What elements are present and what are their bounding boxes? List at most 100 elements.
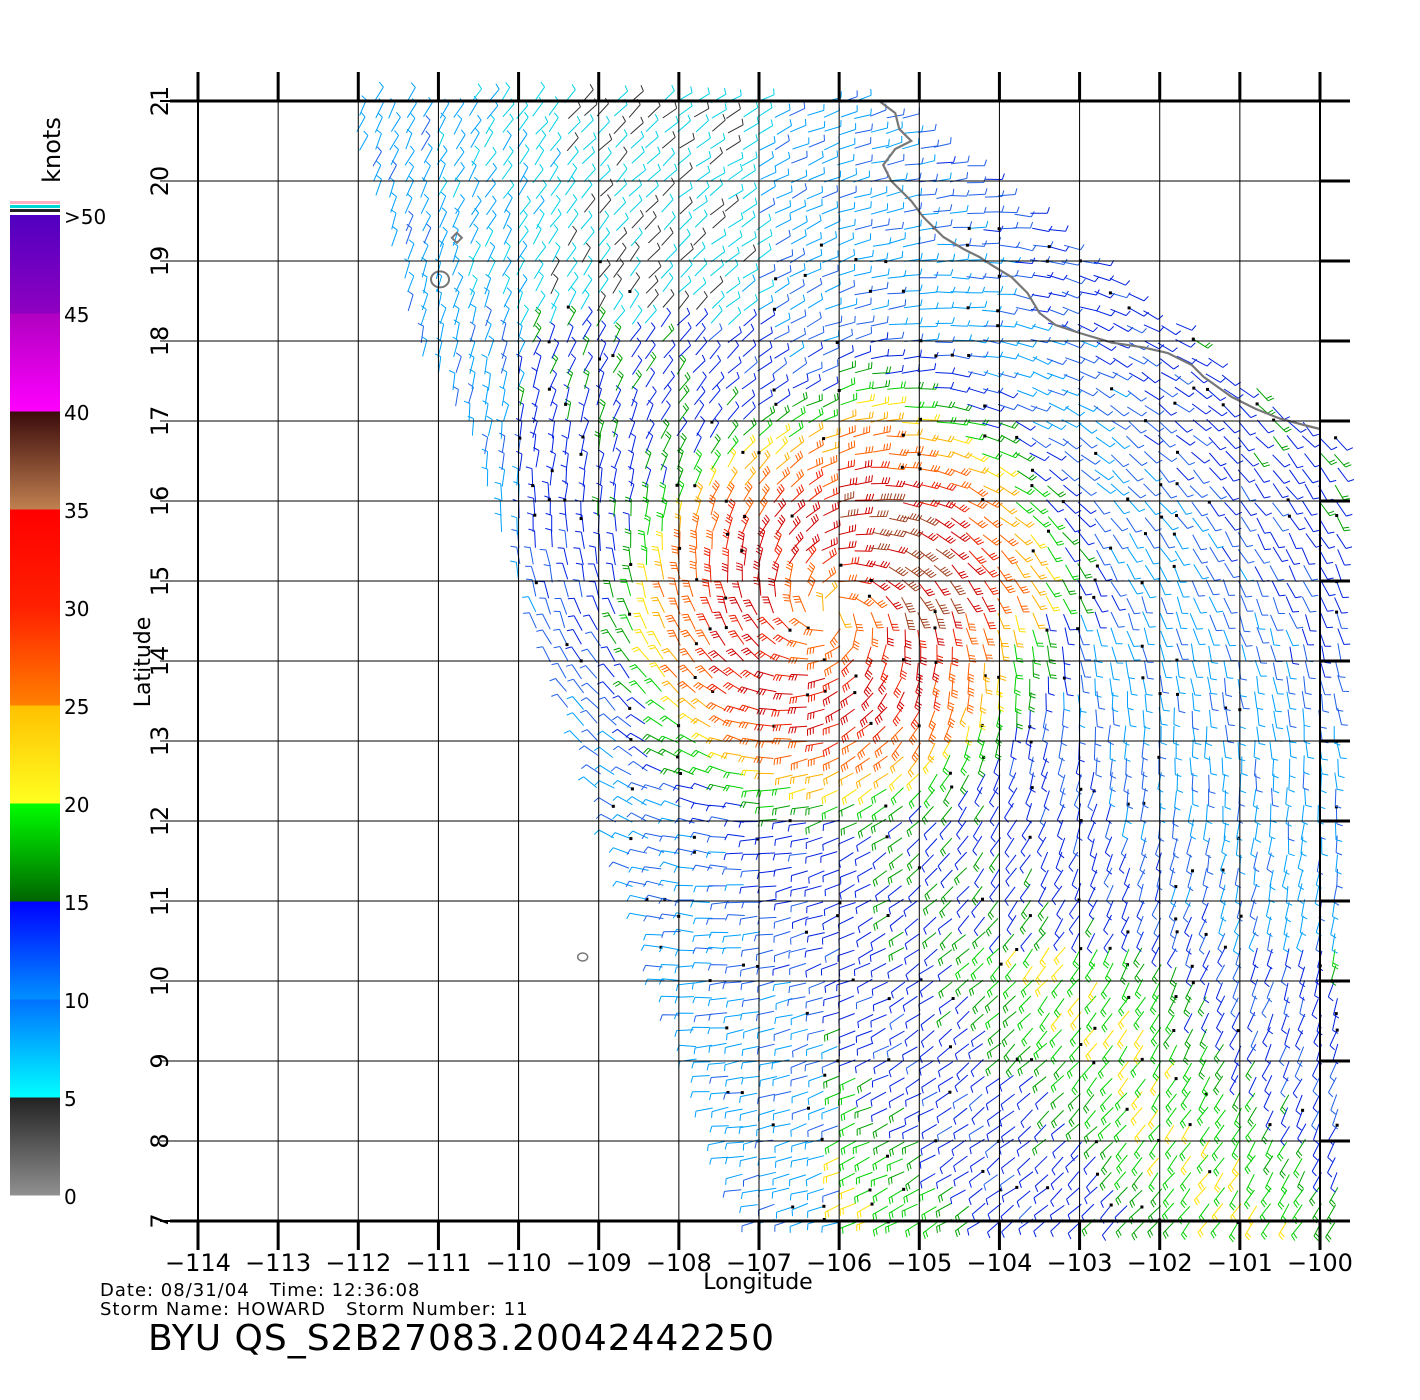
wind-barb (1136, 931, 1144, 952)
wind-barb (738, 704, 760, 713)
wind-barb (1286, 725, 1297, 744)
wind-barb (566, 257, 578, 277)
wind-barb (596, 730, 617, 742)
latitude-tick-label: 9 (146, 1053, 174, 1068)
wind-barb (722, 1189, 742, 1198)
wind-barb (1223, 466, 1240, 482)
wind-barb (1164, 1140, 1177, 1160)
wind-barb (1032, 469, 1052, 482)
wind-barb (641, 798, 662, 806)
wind-barb (742, 1138, 760, 1151)
wind-barb (1047, 516, 1066, 531)
latitude-tick-label: 15 (146, 566, 174, 597)
wind-barb (999, 1074, 1014, 1092)
wind-barb (631, 145, 645, 164)
wind-barb (1101, 1221, 1114, 1241)
wind-barb (1184, 1028, 1194, 1050)
wind-barb (693, 885, 713, 893)
wind-barb (1149, 1013, 1160, 1034)
wind-barb (710, 480, 720, 501)
wind-barb (1202, 867, 1209, 889)
wind-barb (905, 1013, 921, 1029)
rain-flag (933, 610, 937, 614)
wind-barb (630, 227, 643, 247)
wind-barb (1208, 756, 1218, 776)
wind-barb (1039, 947, 1050, 968)
wind-barb (789, 294, 806, 311)
wind-barb (1086, 1173, 1098, 1193)
wind-barb (1301, 628, 1314, 646)
wind-barb (744, 450, 758, 470)
wind-barb (820, 962, 838, 976)
wind-barb (1209, 692, 1219, 712)
rain-flag (981, 498, 985, 502)
wind-barb (754, 723, 775, 732)
wind-barb (1287, 420, 1307, 433)
wind-barb (998, 421, 1019, 429)
wind-barb (1224, 516, 1242, 531)
wind-barb (789, 341, 805, 358)
wind-barb (1059, 787, 1066, 809)
wind-barb (1033, 1204, 1049, 1222)
wind-barb (500, 319, 507, 340)
wind-barb (1192, 534, 1208, 551)
wind-barb (1192, 628, 1206, 645)
wind-barb (954, 1074, 969, 1093)
wind-barb (1304, 516, 1320, 533)
wind-barb (689, 1026, 710, 1034)
wind-barb (886, 529, 907, 538)
wind-barb (678, 402, 690, 423)
wind-barb (1014, 675, 1021, 696)
wind-barb (610, 465, 617, 486)
wind-barb (1052, 1140, 1066, 1159)
wind-barb (904, 445, 924, 454)
wind-barb (854, 493, 875, 501)
wind-barb (1205, 373, 1226, 383)
wind-barb (1064, 451, 1084, 463)
wind-barb (805, 248, 823, 263)
wind-barb (1081, 469, 1101, 482)
wind-barb (550, 255, 560, 276)
wind-barb (1321, 693, 1330, 713)
wind-barb (1049, 245, 1070, 252)
wind-barb (841, 788, 857, 806)
wind-barb (839, 1202, 857, 1216)
rain-flag (694, 642, 698, 646)
wind-barb (1224, 531, 1240, 548)
wind-barb (1237, 437, 1255, 452)
wind-barb (1294, 1060, 1303, 1082)
wind-barb (886, 1158, 903, 1172)
wind-barb (805, 852, 823, 864)
wind-barb (1121, 901, 1128, 923)
wind-barb (870, 1027, 886, 1044)
wind-barb (1036, 836, 1047, 857)
wind-barb (708, 931, 729, 939)
rain-flag (1140, 1057, 1144, 1061)
wind-barb (548, 224, 559, 244)
wind-barb (613, 322, 622, 343)
wind-barb (806, 185, 823, 200)
rain-flag (1191, 869, 1194, 873)
wind-barb (1093, 742, 1101, 763)
rain-flag (563, 498, 567, 502)
wind-barb (1215, 1030, 1224, 1052)
wind-barb (904, 381, 924, 389)
wind-barb (1126, 435, 1145, 449)
rain-flag (1172, 1029, 1176, 1032)
wind-barb (953, 867, 968, 886)
wind-barb (1277, 1189, 1288, 1210)
wind-barb (984, 675, 993, 695)
wind-barb (421, 289, 429, 311)
wind-barb (693, 102, 710, 118)
wind-barb (993, 774, 1001, 795)
wind-barb (1029, 501, 1049, 515)
wind-barb (1244, 1092, 1256, 1113)
wind-barb (567, 597, 582, 614)
wind-barb (901, 512, 923, 522)
wind-barb (956, 820, 967, 840)
wind-barb (840, 692, 856, 709)
wind-barb (956, 899, 969, 918)
wind-barb (1089, 838, 1096, 859)
wind-barb (1015, 549, 1034, 563)
rain-flag (1268, 1123, 1272, 1127)
